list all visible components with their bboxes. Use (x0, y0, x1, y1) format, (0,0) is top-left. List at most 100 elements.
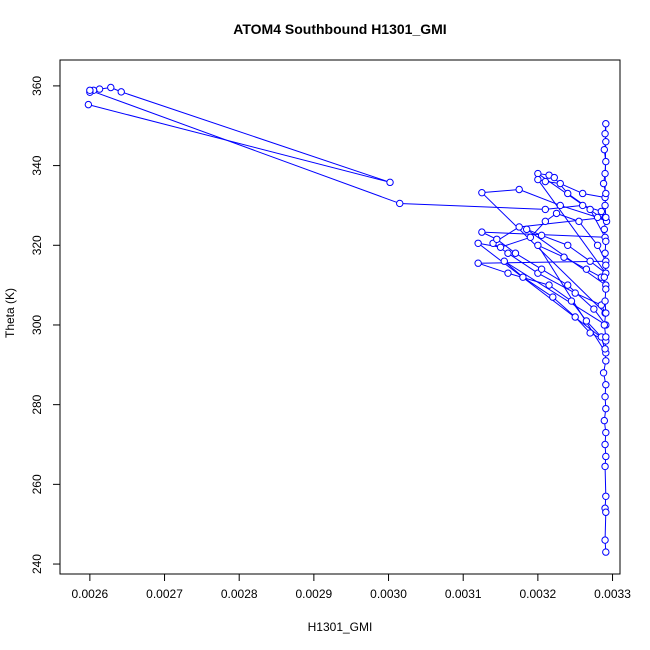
series-segment (541, 234, 568, 246)
data-point (95, 85, 104, 93)
series-segment (552, 296, 576, 318)
series-segment (496, 238, 516, 254)
series-segment (507, 252, 539, 274)
data-point (599, 369, 608, 377)
data-point (515, 185, 523, 194)
series-segment (537, 272, 576, 294)
series-segment (604, 466, 607, 497)
data-point (386, 178, 394, 187)
data-point (560, 253, 568, 261)
series-segment (567, 193, 591, 210)
data-point (593, 241, 602, 249)
series-segment (507, 272, 550, 286)
data-point (582, 317, 591, 325)
series-segment (481, 192, 606, 314)
series-segment (477, 242, 607, 342)
series-segment (500, 236, 531, 248)
data-point (515, 223, 523, 231)
data-point (86, 86, 94, 94)
data-point (602, 120, 610, 128)
data-point (602, 189, 610, 198)
data-point (601, 201, 609, 210)
data-point (541, 205, 550, 214)
data-point (556, 179, 564, 188)
y-tick-label: 360 (30, 76, 44, 96)
data-point (601, 440, 609, 449)
x-tick-label: 0.0032 (520, 587, 557, 601)
data-point (600, 225, 609, 234)
series-segment (88, 104, 391, 183)
x-tick-label: 0.0026 (72, 587, 109, 601)
data-point (478, 228, 486, 236)
data-point (549, 293, 557, 301)
data-point (552, 209, 561, 218)
x-axis-label: H1301_GMI (308, 620, 373, 634)
data-point (534, 175, 542, 184)
data-point (586, 205, 594, 214)
data-point (564, 189, 572, 198)
series-segment (478, 260, 606, 264)
x-axis: 0.0026 0.0027 0.0028 0.0029 0.0030 0.0031 0.00… (72, 574, 631, 601)
data-point (602, 137, 610, 146)
data-point (496, 243, 505, 251)
data-point (602, 333, 610, 341)
data-point (602, 428, 610, 437)
data-point (602, 381, 610, 389)
y-tick-label: 300 (30, 315, 44, 335)
data-point (600, 273, 609, 281)
data-point (602, 261, 610, 269)
series-segment (399, 202, 546, 210)
data-point (541, 177, 550, 186)
x-tick-label: 0.0033 (594, 587, 631, 601)
data-point (564, 281, 572, 289)
data-point (107, 83, 115, 92)
x-tick-label: 0.0031 (445, 587, 482, 601)
data-point (602, 404, 610, 413)
data-point (550, 173, 558, 182)
series-segment (578, 221, 598, 246)
series-segment (560, 204, 598, 218)
data-point (599, 179, 608, 188)
series-segment (556, 212, 580, 222)
data-point (504, 269, 512, 277)
data-point (396, 199, 404, 208)
data-point (602, 452, 610, 461)
series-segment (548, 284, 572, 302)
series-segment (504, 260, 607, 326)
data-point (567, 297, 576, 305)
data-point (556, 201, 564, 210)
x-tick-label: 0.0030 (370, 587, 407, 601)
series-segment (589, 209, 606, 238)
data-point (600, 416, 609, 425)
series-segment (522, 276, 554, 298)
y-tick-label: 280 (30, 394, 44, 414)
data-point (537, 265, 546, 273)
data-point (519, 273, 527, 281)
data-point (590, 305, 598, 313)
series-segment (89, 89, 400, 204)
data-point (602, 285, 610, 293)
data-point (602, 357, 610, 365)
data-point (601, 249, 609, 257)
data-series (84, 83, 611, 556)
data-point (571, 313, 579, 321)
y-tick-label: 320 (30, 235, 44, 255)
series-segment (121, 91, 391, 183)
data-point (474, 259, 482, 267)
data-point (602, 508, 610, 516)
data-point (526, 233, 535, 242)
data-point (597, 207, 606, 216)
data-point (602, 213, 610, 222)
y-tick-label: 340 (30, 155, 44, 175)
chart-title: ATOM4 Southbound H1301_GMI (233, 21, 446, 37)
data-point (601, 345, 609, 353)
y-axis: 240 260 280 300 320 340 360 (30, 76, 60, 574)
data-point (593, 213, 602, 222)
data-point (500, 257, 508, 265)
data-point (474, 239, 482, 247)
series-segment (519, 189, 561, 206)
series-segment (567, 244, 591, 262)
data-point (586, 257, 594, 265)
